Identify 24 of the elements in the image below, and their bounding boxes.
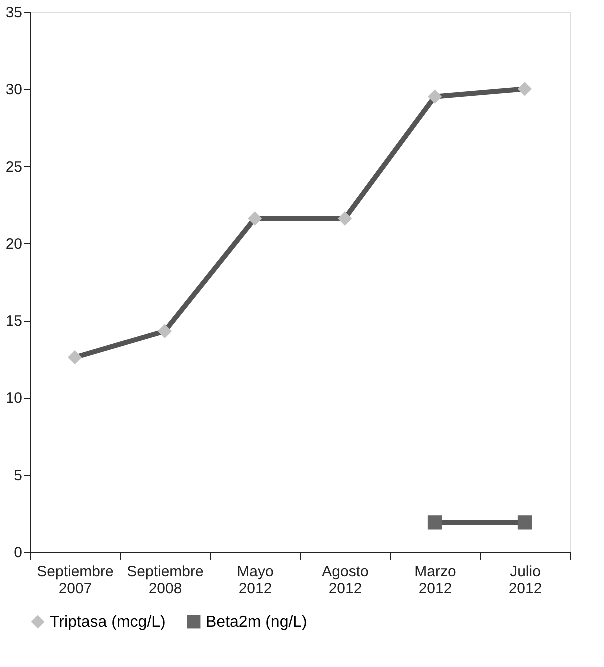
point (68, 350, 82, 365)
x-tick-label: Mayo 2012 (237, 564, 274, 598)
point (518, 516, 532, 530)
y-tick-label: 0 (14, 544, 22, 562)
x-tick-label: Septiembre 2007 (37, 564, 114, 598)
y-tick-label: 10 (6, 390, 22, 408)
point (158, 324, 172, 338)
x-tick-label: Septiembre 2008 (127, 564, 204, 598)
point (428, 516, 442, 530)
legend-label: Triptasa (mcg/L) (50, 614, 166, 631)
legend-label: Beta2m (ng/L) (206, 614, 308, 631)
point (248, 212, 262, 226)
y-tick-label: 5 (14, 467, 22, 484)
x-tick-label: Marzo 2012 (414, 564, 456, 598)
point (428, 90, 442, 104)
y-tick-label: 25 (6, 158, 22, 176)
y-tick-label: 30 (6, 82, 22, 99)
point (518, 82, 532, 96)
x-tick-label: Julio 2012 (508, 564, 542, 598)
y-tick-label: 20 (6, 236, 22, 253)
point (338, 212, 352, 226)
x-tick-label: Agosto 2012 (322, 564, 369, 598)
y-tick-label: 15 (6, 313, 22, 330)
y-tick-label: 35 (6, 4, 22, 22)
